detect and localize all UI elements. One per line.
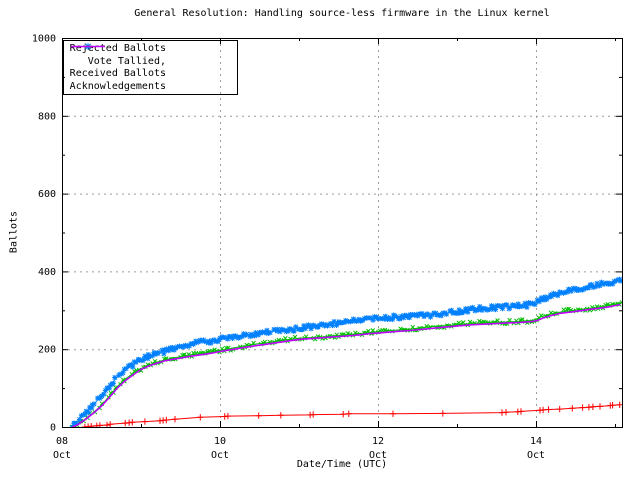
legend-label: Rejected Ballots bbox=[69, 42, 166, 54]
legend-label: Vote Tallied, bbox=[87, 55, 166, 67]
y-tick-label: 1000 bbox=[32, 34, 56, 45]
x-tick-label-day: 14 bbox=[530, 436, 542, 447]
axis-ticks bbox=[62, 38, 622, 428]
x-tick-label-day: 08 bbox=[56, 436, 68, 447]
legend-label: Received Ballots bbox=[69, 68, 166, 80]
series-line bbox=[84, 404, 620, 427]
chart-title: General Resolution: Handling source-less… bbox=[134, 8, 550, 19]
y-tick-label: 600 bbox=[38, 189, 56, 200]
series-line bbox=[71, 302, 622, 427]
x-tick-label-month: Oct bbox=[527, 450, 545, 461]
plot-border bbox=[62, 38, 623, 428]
series-received-ballots bbox=[69, 276, 622, 427]
series-line bbox=[71, 303, 621, 427]
x-tick-label-month: Oct bbox=[53, 450, 71, 461]
x-tick-label-day: 12 bbox=[372, 436, 384, 447]
x-tick-label-day: 10 bbox=[214, 436, 226, 447]
legend-label: Acknowledgements bbox=[69, 81, 166, 93]
x-axis-label: Date/Time (UTC) bbox=[296, 459, 388, 470]
y-tick-label: 800 bbox=[38, 111, 56, 122]
y-tick-label: 0 bbox=[50, 423, 56, 434]
series-rejected-ballots bbox=[81, 401, 622, 427]
legend-item-acknowledgements: Acknowledgements bbox=[64, 45, 237, 93]
x-tick-label-month: Oct bbox=[369, 450, 387, 461]
tick-labels: 0 200 400 600 800 1000 08 Oct 10 Oct 12 Oct 14 Oct bbox=[32, 34, 545, 462]
y-tick-label: 400 bbox=[38, 267, 56, 278]
y-tick-label: 200 bbox=[38, 345, 56, 356]
series-markers bbox=[69, 276, 622, 427]
legend-item-received: Received Ballots bbox=[64, 43, 237, 81]
x-tick-label-month: Oct bbox=[211, 450, 229, 461]
series-acknowledgements bbox=[71, 303, 621, 427]
grid bbox=[62, 38, 622, 427]
legend-item-tallied: Vote Tallied, bbox=[64, 43, 237, 68]
legend: Rejected Ballots Vote Tallied, Received … bbox=[63, 40, 238, 95]
series-markers bbox=[81, 401, 622, 427]
line-sample-icon bbox=[71, 45, 105, 48]
series-layer bbox=[69, 276, 622, 427]
